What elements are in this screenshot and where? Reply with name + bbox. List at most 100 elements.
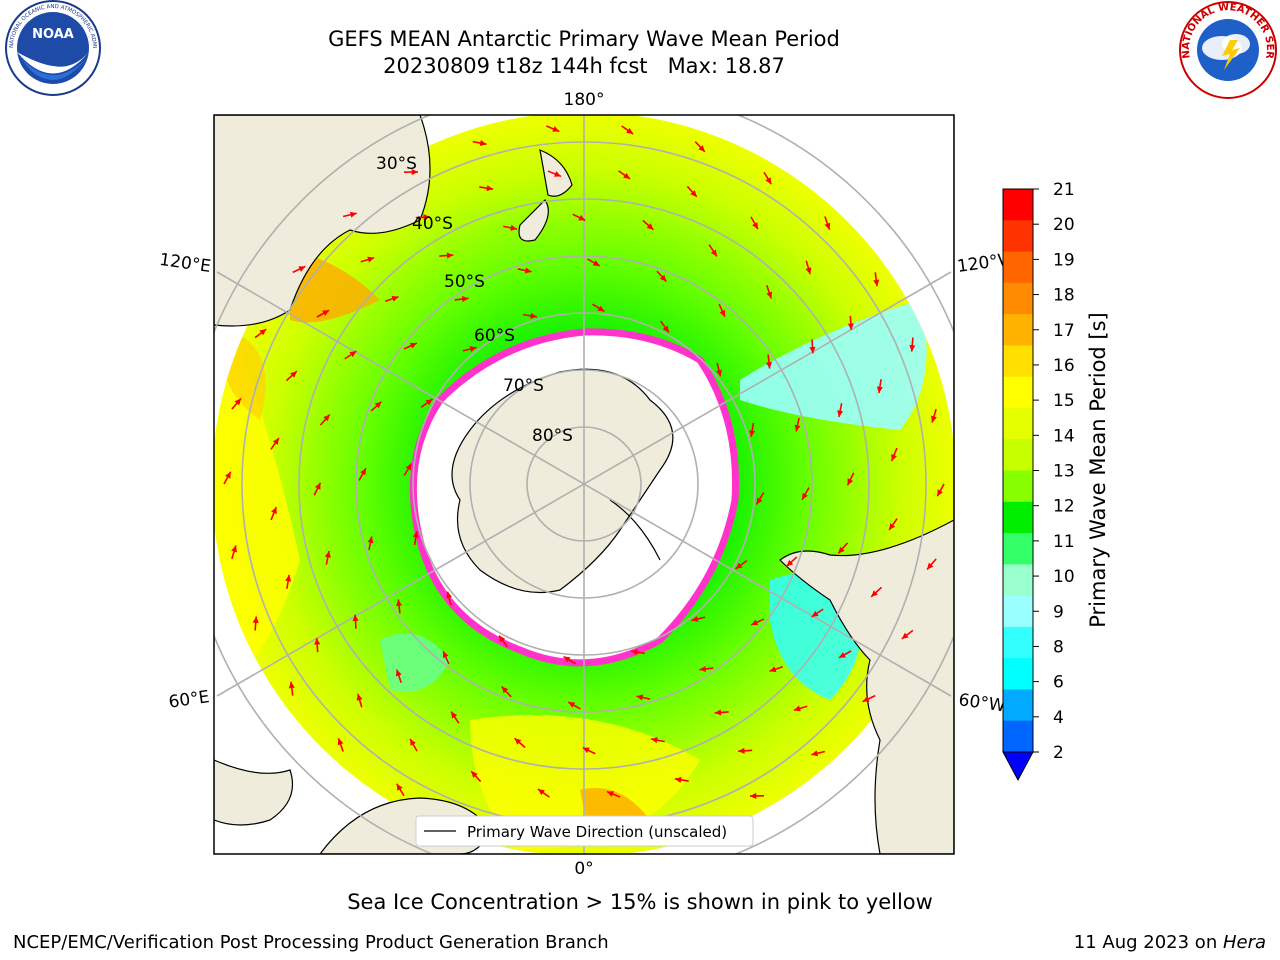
wave-arrow bbox=[750, 216, 759, 230]
wave-arrow bbox=[837, 542, 849, 554]
wave-arrow bbox=[749, 422, 756, 438]
wave-arrow bbox=[699, 665, 714, 672]
colorbar-segment bbox=[1003, 439, 1033, 471]
lat-label: 70°S bbox=[503, 376, 544, 396]
wave-arrow bbox=[630, 649, 646, 656]
wave-arrow bbox=[691, 616, 706, 622]
wave-arrow bbox=[769, 666, 783, 673]
colorbar-tick-label: 4 bbox=[1053, 708, 1064, 728]
wave-arrow bbox=[838, 650, 852, 659]
wave-arrow bbox=[572, 213, 586, 222]
colorbar-tick-label: 6 bbox=[1053, 673, 1064, 693]
colorbar-tick-label: 19 bbox=[1053, 250, 1075, 270]
wave-arrow bbox=[288, 681, 295, 696]
colorbar-tick-label: 13 bbox=[1053, 462, 1075, 482]
wave-arrow bbox=[890, 447, 898, 462]
colorbar-segment bbox=[1003, 595, 1033, 628]
wave-arrow bbox=[809, 339, 816, 354]
wave-arrow bbox=[285, 370, 298, 382]
chart-title: GEFS MEAN Antarctic Primary Wave Mean Pe… bbox=[0, 26, 1168, 80]
wave-arrow bbox=[254, 328, 267, 339]
lat-label: 60°S bbox=[474, 326, 515, 346]
wave-arrow bbox=[694, 141, 706, 153]
wave-arrow bbox=[846, 472, 855, 486]
colorbar-segment bbox=[1003, 407, 1033, 440]
lon-label-bottom: 0° bbox=[574, 859, 593, 879]
lon-label-top: 180° bbox=[564, 90, 605, 110]
wave-arrow bbox=[517, 267, 532, 274]
wave-arrow bbox=[252, 616, 259, 631]
colorbar-segment bbox=[1003, 470, 1033, 503]
wave-arrow bbox=[537, 788, 550, 798]
wave-arrow bbox=[749, 792, 765, 799]
colorbar-tick-label: 12 bbox=[1053, 497, 1075, 517]
colorbar-tick-label: 11 bbox=[1053, 532, 1075, 552]
wave-arrow bbox=[439, 252, 454, 259]
colorbar-tick-label: 10 bbox=[1053, 567, 1075, 587]
wave-arrow bbox=[522, 312, 538, 319]
colorbar-segment bbox=[1003, 658, 1033, 690]
graticule bbox=[214, 115, 954, 854]
colorbar-tick-label: 15 bbox=[1053, 391, 1075, 411]
title-line-1: GEFS MEAN Antarctic Primary Wave Mean Pe… bbox=[328, 27, 840, 51]
south-america-land bbox=[779, 115, 954, 854]
lat-label: 80°S bbox=[532, 426, 573, 446]
wave-arrow bbox=[396, 783, 405, 797]
wave-arrow bbox=[223, 471, 232, 485]
colorbar-tick-label: 9 bbox=[1053, 602, 1064, 622]
wave-arrow bbox=[766, 285, 773, 299]
wave-arrow bbox=[547, 170, 562, 178]
wave-arrow bbox=[763, 171, 772, 185]
wave-arrow bbox=[931, 408, 937, 423]
wave-arrow bbox=[546, 125, 560, 133]
wave-arrow bbox=[514, 737, 526, 749]
wave-arrow bbox=[385, 295, 399, 302]
wave-arrow bbox=[412, 530, 419, 546]
wave-arrow bbox=[862, 694, 876, 703]
wave-arrow bbox=[716, 362, 722, 377]
svg-text:NOAA: NOAA bbox=[32, 27, 74, 42]
wave-arrow bbox=[876, 379, 883, 394]
wave-arrow bbox=[801, 487, 810, 501]
wave-arrow bbox=[450, 711, 460, 724]
wave-arrow bbox=[396, 599, 403, 614]
wave-arrow bbox=[785, 556, 798, 567]
colorbar-segment bbox=[1003, 314, 1033, 346]
wave-arrow bbox=[470, 770, 482, 783]
map-legend: Primary Wave Direction (unscaled) bbox=[415, 815, 754, 847]
wave-arrow bbox=[403, 463, 413, 476]
wave-arrow bbox=[750, 618, 765, 626]
wave-arrow bbox=[793, 705, 808, 712]
colorbar-segment bbox=[1003, 189, 1033, 221]
map-border bbox=[213, 114, 955, 855]
wave-arrow bbox=[342, 211, 357, 218]
colorbar-tick-label: 2 bbox=[1053, 743, 1064, 763]
wave-arrow bbox=[503, 224, 518, 231]
wave-arrow bbox=[805, 260, 812, 275]
colorbar-tick-label: 14 bbox=[1053, 426, 1075, 446]
wave-arrow bbox=[324, 550, 331, 565]
wave-arrow bbox=[936, 483, 945, 497]
lon-label-right-lower: 60°W bbox=[957, 690, 1006, 716]
colorbar-segment bbox=[1003, 626, 1033, 659]
wave-arrow bbox=[395, 669, 402, 683]
noaa-logo-icon: NOAA NATIONAL OCEANIC AND ATMOSPHERIC AD… bbox=[3, 0, 101, 96]
wave-arrow bbox=[847, 315, 854, 330]
wave-arrow bbox=[563, 655, 576, 665]
wave-arrow bbox=[403, 169, 419, 176]
wave-arrow bbox=[319, 414, 331, 426]
wave-arrow bbox=[909, 337, 916, 352]
wave-arrow bbox=[360, 256, 375, 263]
wave-arrow bbox=[231, 398, 242, 410]
wave-arrow bbox=[606, 790, 621, 798]
wave-arrow bbox=[636, 694, 651, 701]
wave-arrow bbox=[735, 560, 748, 570]
wave-arrow bbox=[621, 125, 634, 135]
australia-land bbox=[214, 115, 431, 327]
wave-arrow bbox=[285, 574, 292, 589]
wave-arrow bbox=[367, 536, 374, 551]
lat-label: 50°S bbox=[444, 272, 485, 292]
footer-machine: Hera bbox=[1222, 932, 1266, 953]
wave-arrow bbox=[656, 270, 667, 283]
